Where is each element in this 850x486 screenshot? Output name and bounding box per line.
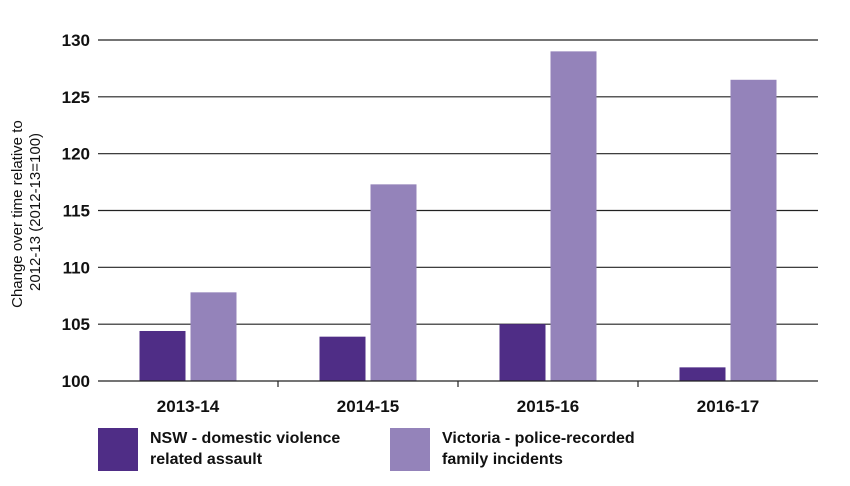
legend-label-nsw-line-2: related assault (150, 451, 263, 468)
legend-item-victoria: Victoria - police-recorded family incide… (390, 428, 642, 471)
y-axis-label: Change over time relative to 2012-13 (20… (9, 116, 44, 308)
bar-nsw-2014-15 (319, 336, 366, 381)
legend-swatch-victoria (390, 428, 430, 471)
bars (139, 51, 777, 382)
x-category-label-2014-15: 2014-15 (337, 397, 399, 416)
y-tick-label-100: 100 (62, 372, 90, 391)
x-axis (98, 380, 818, 387)
y-tick-label-130: 130 (62, 31, 90, 50)
legend-label-victoria: Victoria - police-recorded family incide… (442, 428, 642, 470)
gridlines (98, 39, 818, 325)
bar-nsw-2016-17 (679, 367, 726, 381)
bar-nsw-2015-16 (499, 324, 546, 381)
legend-label-victoria-line-2: family incidents (442, 451, 563, 468)
y-tick-label-125: 125 (62, 88, 90, 107)
bar-victoria-2016-17 (730, 79, 777, 382)
y-tick-label-120: 120 (62, 145, 90, 164)
y-tick-label-105: 105 (62, 315, 90, 334)
bar-nsw-2013-14 (139, 330, 186, 381)
x-category-label-2015-16: 2015-16 (517, 397, 579, 416)
x-axis-categories: 2013-14 2014-15 2015-16 2016-17 (157, 397, 759, 416)
legend-label-nsw: NSW - domestic violence related assault (150, 428, 350, 470)
bar-victoria-2013-14 (190, 292, 237, 381)
x-category-label-2016-17: 2016-17 (697, 397, 759, 416)
legend-swatch-nsw (98, 428, 138, 471)
y-axis-label-line-2: 2012-13 (2012-13=100) (27, 133, 44, 291)
y-tick-label-115: 115 (63, 202, 90, 221)
legend: NSW - domestic violence related assault … (98, 428, 642, 471)
legend-label-nsw-line-1: NSW - domestic violence (150, 430, 341, 447)
y-axis-label-line-1: Change over time relative to (9, 120, 26, 308)
legend-item-nsw: NSW - domestic violence related assault (98, 428, 350, 471)
x-category-label-2013-14: 2013-14 (157, 397, 220, 416)
y-axis-ticks: 100 105 110 115 120 125 130 (62, 31, 90, 391)
bar-victoria-2015-16 (550, 51, 597, 381)
legend-label-victoria-line-1: Victoria - police-recorded (442, 430, 635, 447)
bar-victoria-2014-15 (370, 184, 417, 381)
y-tick-label-110: 110 (63, 258, 90, 277)
